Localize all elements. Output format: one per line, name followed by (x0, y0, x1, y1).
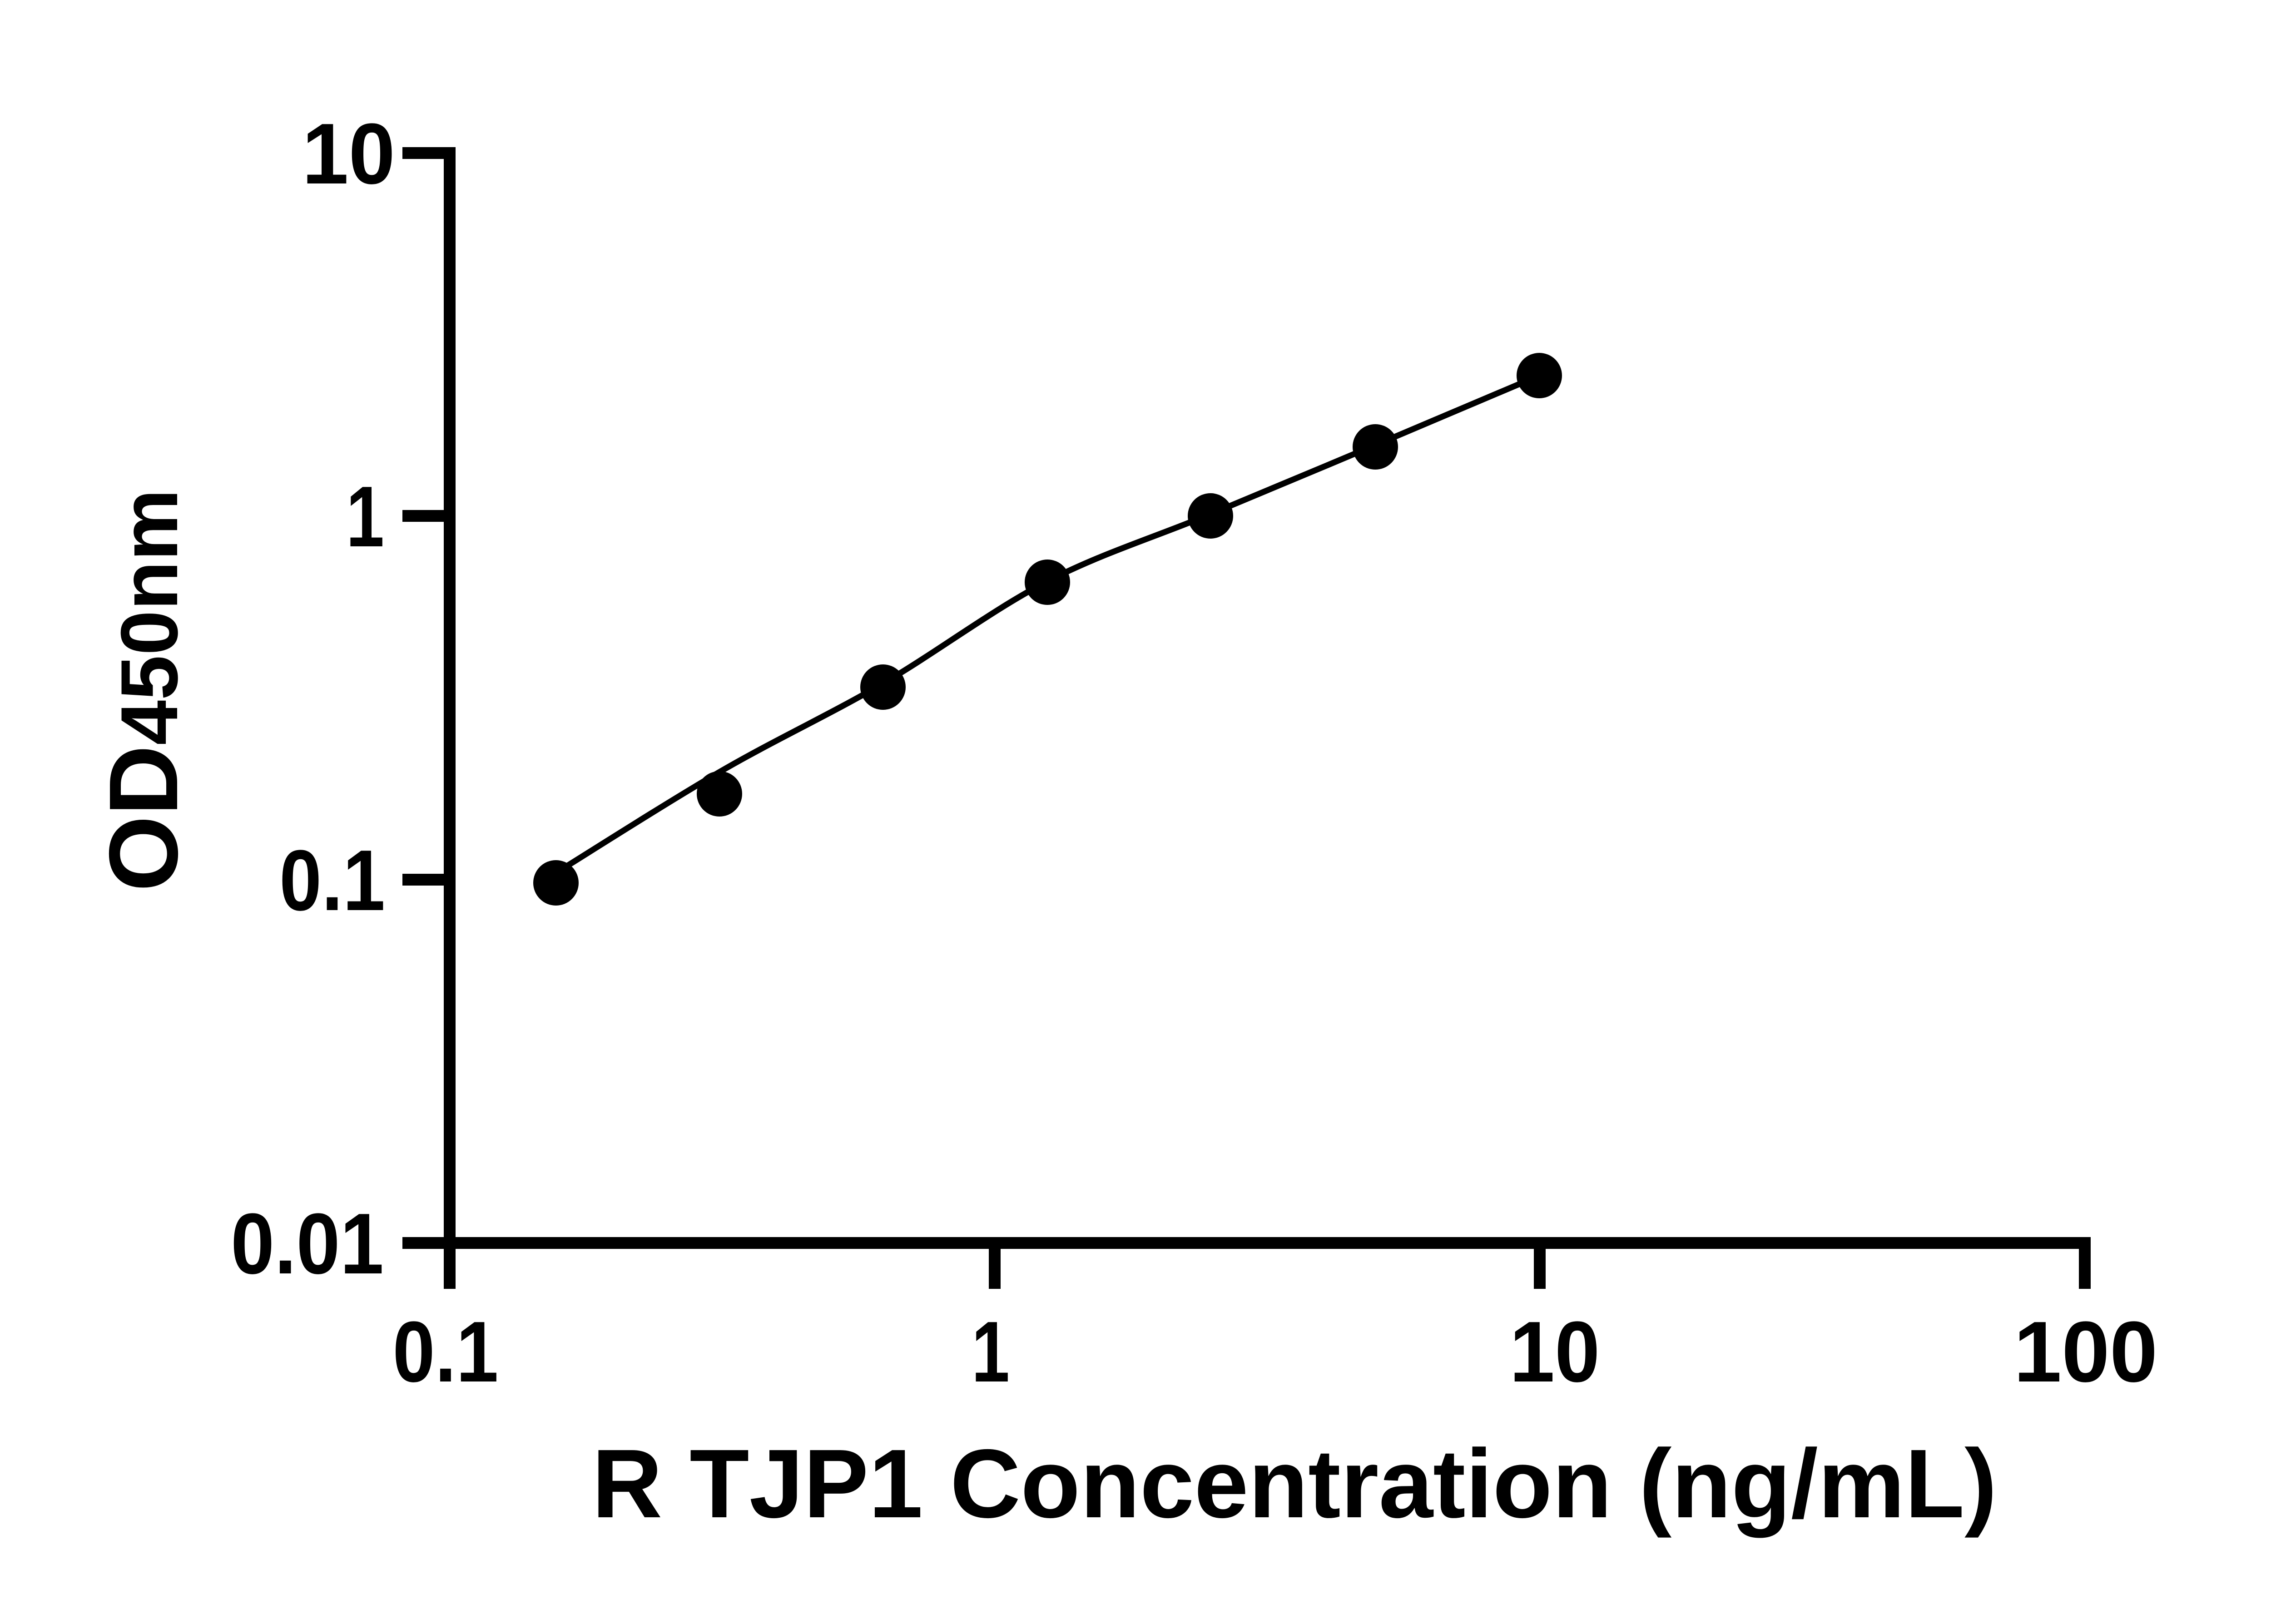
svg-text:10: 10 (1510, 1304, 1600, 1400)
svg-text:0.01: 0.01 (231, 1196, 384, 1292)
svg-text:0.1: 0.1 (393, 1304, 499, 1400)
svg-text:R TJP1 Concentration (ng/mL): R TJP1 Concentration (ng/mL) (592, 1429, 1997, 1538)
svg-text:1: 1 (346, 469, 384, 565)
svg-text:0.1: 0.1 (279, 832, 385, 929)
svg-text:1: 1 (972, 1304, 1010, 1400)
svg-text:OD450nm: OD450nm (89, 489, 198, 892)
svg-text:100: 100 (2013, 1304, 2157, 1400)
svg-text:10: 10 (302, 106, 395, 202)
